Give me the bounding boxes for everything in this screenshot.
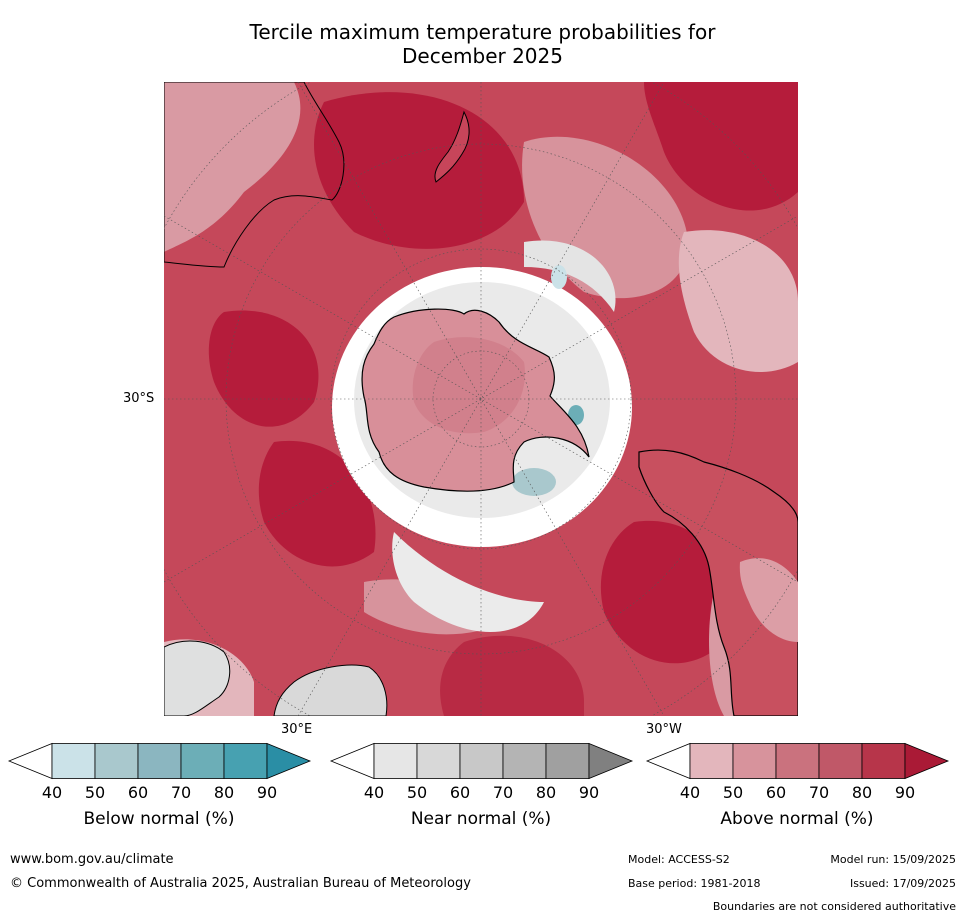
colorbar-below-normal-ticks: 40 50 60 70 80 90 <box>9 783 309 803</box>
boundaries-disclaimer: Boundaries are not considered authoritat… <box>712 900 956 913</box>
polar-probability-map <box>164 82 798 716</box>
colorbar-near-normal: 40 50 60 70 80 90 Near normal (%) <box>329 742 634 829</box>
colorbar-tick-label: 40 <box>41 783 63 802</box>
region-dark-sw <box>258 440 376 567</box>
colorbar-high-extension <box>266 742 312 780</box>
colorbar-high-extension <box>588 742 634 780</box>
title-line-2: December 2025 <box>402 44 563 68</box>
australia-coastline <box>164 82 345 268</box>
colorbar-tick-label: 80 <box>851 783 873 802</box>
colorbar-near-normal-ticks: 40 50 60 70 80 90 <box>331 783 631 803</box>
region-dark-west <box>208 310 319 427</box>
map-canvas <box>164 82 798 716</box>
longitude-label-30w: 30°W <box>646 722 682 737</box>
region-dark-north <box>314 92 524 249</box>
colorbar-segment <box>689 743 734 779</box>
colorbar-below-normal: 40 50 60 70 80 90 Below normal (%) <box>7 742 312 829</box>
copyright-text: © Commonwealth of Australia 2025, Austra… <box>10 876 471 891</box>
region-light-nw <box>164 82 301 252</box>
colorbar-high-extension <box>904 742 950 780</box>
colorbar-low-extension <box>645 742 691 780</box>
colorbar-near-normal-title: Near normal (%) <box>410 809 552 829</box>
latitude-label-30s: 30°S <box>123 391 155 406</box>
colorbar-segment <box>51 743 96 779</box>
colorbar-tick-label: 90 <box>578 783 600 802</box>
colorbar-tick-label: 70 <box>808 783 830 802</box>
colorbar-tick-label: 80 <box>535 783 557 802</box>
colorbar-tick-label: 70 <box>492 783 514 802</box>
colorbar-tick-label: 60 <box>449 783 471 802</box>
colorbar-tick-label: 50 <box>84 783 106 802</box>
colorbar-segment <box>732 743 777 779</box>
colorbar-low-extension <box>329 742 375 780</box>
below-normal-patch-3 <box>551 265 567 289</box>
madagascar-region <box>164 640 231 716</box>
colorbar-below-normal-title: Below normal (%) <box>83 809 235 829</box>
colorbar-segment <box>502 743 547 779</box>
antarctica-interior <box>412 337 525 434</box>
colorbar-segment <box>861 743 906 779</box>
colorbar-segment <box>416 743 461 779</box>
ring-tail-south <box>392 532 544 632</box>
base-period: Base period: 1981-2018 <box>628 877 761 890</box>
colorbar-tick-label: 40 <box>363 783 385 802</box>
longitude-label-30e: 30°E <box>281 722 313 737</box>
colorbar-below-normal-swatches <box>7 742 312 780</box>
colorbar-segment <box>545 743 590 779</box>
south-america-outline <box>638 449 798 716</box>
website-link[interactable]: www.bom.gov.au/climate <box>10 852 174 867</box>
colorbar-tick-label: 90 <box>894 783 916 802</box>
title-line-1: Tercile maximum temperature probabilitie… <box>249 20 716 44</box>
colorbar-low-extension <box>7 742 53 780</box>
colorbar-segment <box>775 743 820 779</box>
colorbar-tick-label: 70 <box>170 783 192 802</box>
region-dark-se <box>600 520 730 664</box>
region-light-east <box>678 230 798 372</box>
colorbar-segment <box>373 743 418 779</box>
colorbar-segment <box>223 743 268 779</box>
ring-tail-north <box>524 240 616 312</box>
graticule <box>164 82 798 716</box>
colorbar-segment <box>180 743 225 779</box>
colorbar-tick-label: 50 <box>722 783 744 802</box>
model-name: Model: ACCESS-S2 <box>628 853 730 866</box>
model-run-date: Model run: 15/09/2025 <box>830 853 956 866</box>
south-america-light-patch <box>739 558 798 642</box>
colorbar-above-normal: 40 50 60 70 80 90 Above normal (%) <box>645 742 950 829</box>
colorbar-above-normal-title: Above normal (%) <box>720 809 874 829</box>
new-zealand-outline <box>434 110 470 183</box>
colorbar-segment <box>94 743 139 779</box>
region-dark-ne <box>644 82 798 211</box>
colorbar-segment <box>459 743 504 779</box>
issued-date: Issued: 17/09/2025 <box>849 877 956 890</box>
colorbar-above-normal-ticks: 40 50 60 70 80 90 <box>647 783 947 803</box>
below-normal-patch-1 <box>512 468 556 496</box>
colorbar-segment <box>818 743 863 779</box>
colorbar-above-normal-swatches <box>645 742 950 780</box>
africa-tip-outline <box>273 664 388 716</box>
colorbar-tick-label: 80 <box>213 783 235 802</box>
colorbar-tick-label: 40 <box>679 783 701 802</box>
colorbar-near-normal-swatches <box>329 742 634 780</box>
chart-title: Tercile maximum temperature probabilitie… <box>0 20 965 68</box>
colorbar-segment <box>137 743 182 779</box>
colorbar-tick-label: 60 <box>765 783 787 802</box>
colorbar-tick-label: 90 <box>256 783 278 802</box>
colorbar-tick-label: 50 <box>406 783 428 802</box>
colorbar-tick-label: 60 <box>127 783 149 802</box>
region-dark-south <box>440 635 584 716</box>
